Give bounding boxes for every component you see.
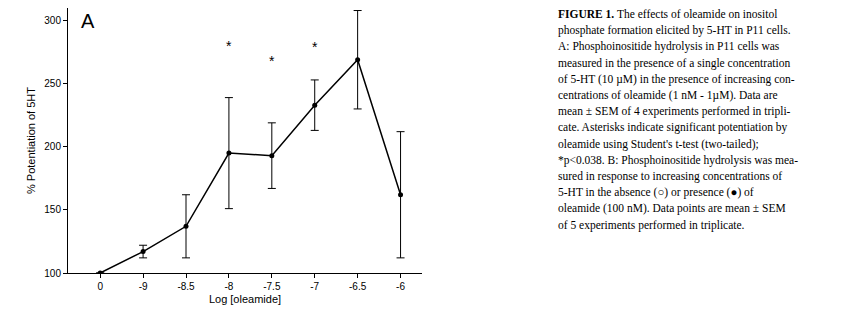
svg-text:-7.5: -7.5 bbox=[263, 281, 281, 292]
svg-text:-6.5: -6.5 bbox=[349, 281, 367, 292]
html-text:mean ± SEM of 4 experiments pe: mean ± SEM of 4 experiments performed in… bbox=[558, 105, 791, 118]
svg-text:-8.5: -8.5 bbox=[177, 281, 195, 292]
svg-text:% Potentiation of 5HT: % Potentiation of 5HT bbox=[25, 87, 37, 194]
html-text:phosphate formation elicited b: phosphate formation elicited by 5-HT in … bbox=[558, 24, 791, 37]
html-text:A: Phosphoinositide hydrolysis: A: Phosphoinositide hydrolysis in P11 ce… bbox=[558, 40, 780, 53]
html-text:oleamide (100 nM). Data points: oleamide (100 nM). Data points are mean … bbox=[558, 202, 786, 215]
svg-text:Log [oleamide]: Log [oleamide] bbox=[209, 293, 281, 305]
svg-text:-9: -9 bbox=[139, 281, 148, 292]
svg-text:100: 100 bbox=[44, 268, 61, 279]
html-text:measured in the presence of a: measured in the presence of a single con… bbox=[558, 56, 791, 69]
html-text:sured in response to increasin: sured in response to increasing concentr… bbox=[558, 170, 783, 182]
svg-text:*: * bbox=[312, 39, 318, 55]
html-text:5-HT in the absence (○) or pre: 5-HT in the absence (○) or presence (●) … bbox=[558, 186, 754, 199]
html-text:cate. Asterisks indicate signi: cate. Asterisks indicate significant pot… bbox=[558, 121, 788, 134]
html-text:FIGURE 1. The effects of oleam: FIGURE 1. The effects of oleamide on ino… bbox=[558, 8, 778, 20]
svg-text:200: 200 bbox=[44, 141, 61, 152]
html-text:of 5-HT (10 µM) in the presenc: of 5-HT (10 µM) in the presence of incre… bbox=[558, 72, 795, 85]
svg-text:A: A bbox=[81, 10, 95, 32]
svg-text:-6: -6 bbox=[396, 281, 405, 292]
svg-text:*: * bbox=[226, 38, 232, 54]
svg-text:300: 300 bbox=[44, 15, 61, 26]
html-text:oleamide using Student's t-tes: oleamide using Student's t-test (two-tai… bbox=[558, 137, 759, 150]
html-text:of 5 experiments performed in: of 5 experiments performed in triplicate… bbox=[558, 218, 745, 231]
html-text:centrations of oleamide (1 nM: centrations of oleamide (1 nM - 1µM). Da… bbox=[558, 89, 778, 101]
svg-text:-7: -7 bbox=[310, 281, 319, 292]
svg-text:250: 250 bbox=[44, 78, 61, 89]
svg-text:-8: -8 bbox=[224, 281, 233, 292]
svg-text:150: 150 bbox=[44, 204, 61, 215]
html-text:*p<0.038. B: Phosphoinositide: *p<0.038. B: Phosphoinositide hydrolysis… bbox=[558, 153, 798, 166]
svg-text:*: * bbox=[269, 53, 275, 69]
svg-text:0: 0 bbox=[97, 281, 103, 292]
